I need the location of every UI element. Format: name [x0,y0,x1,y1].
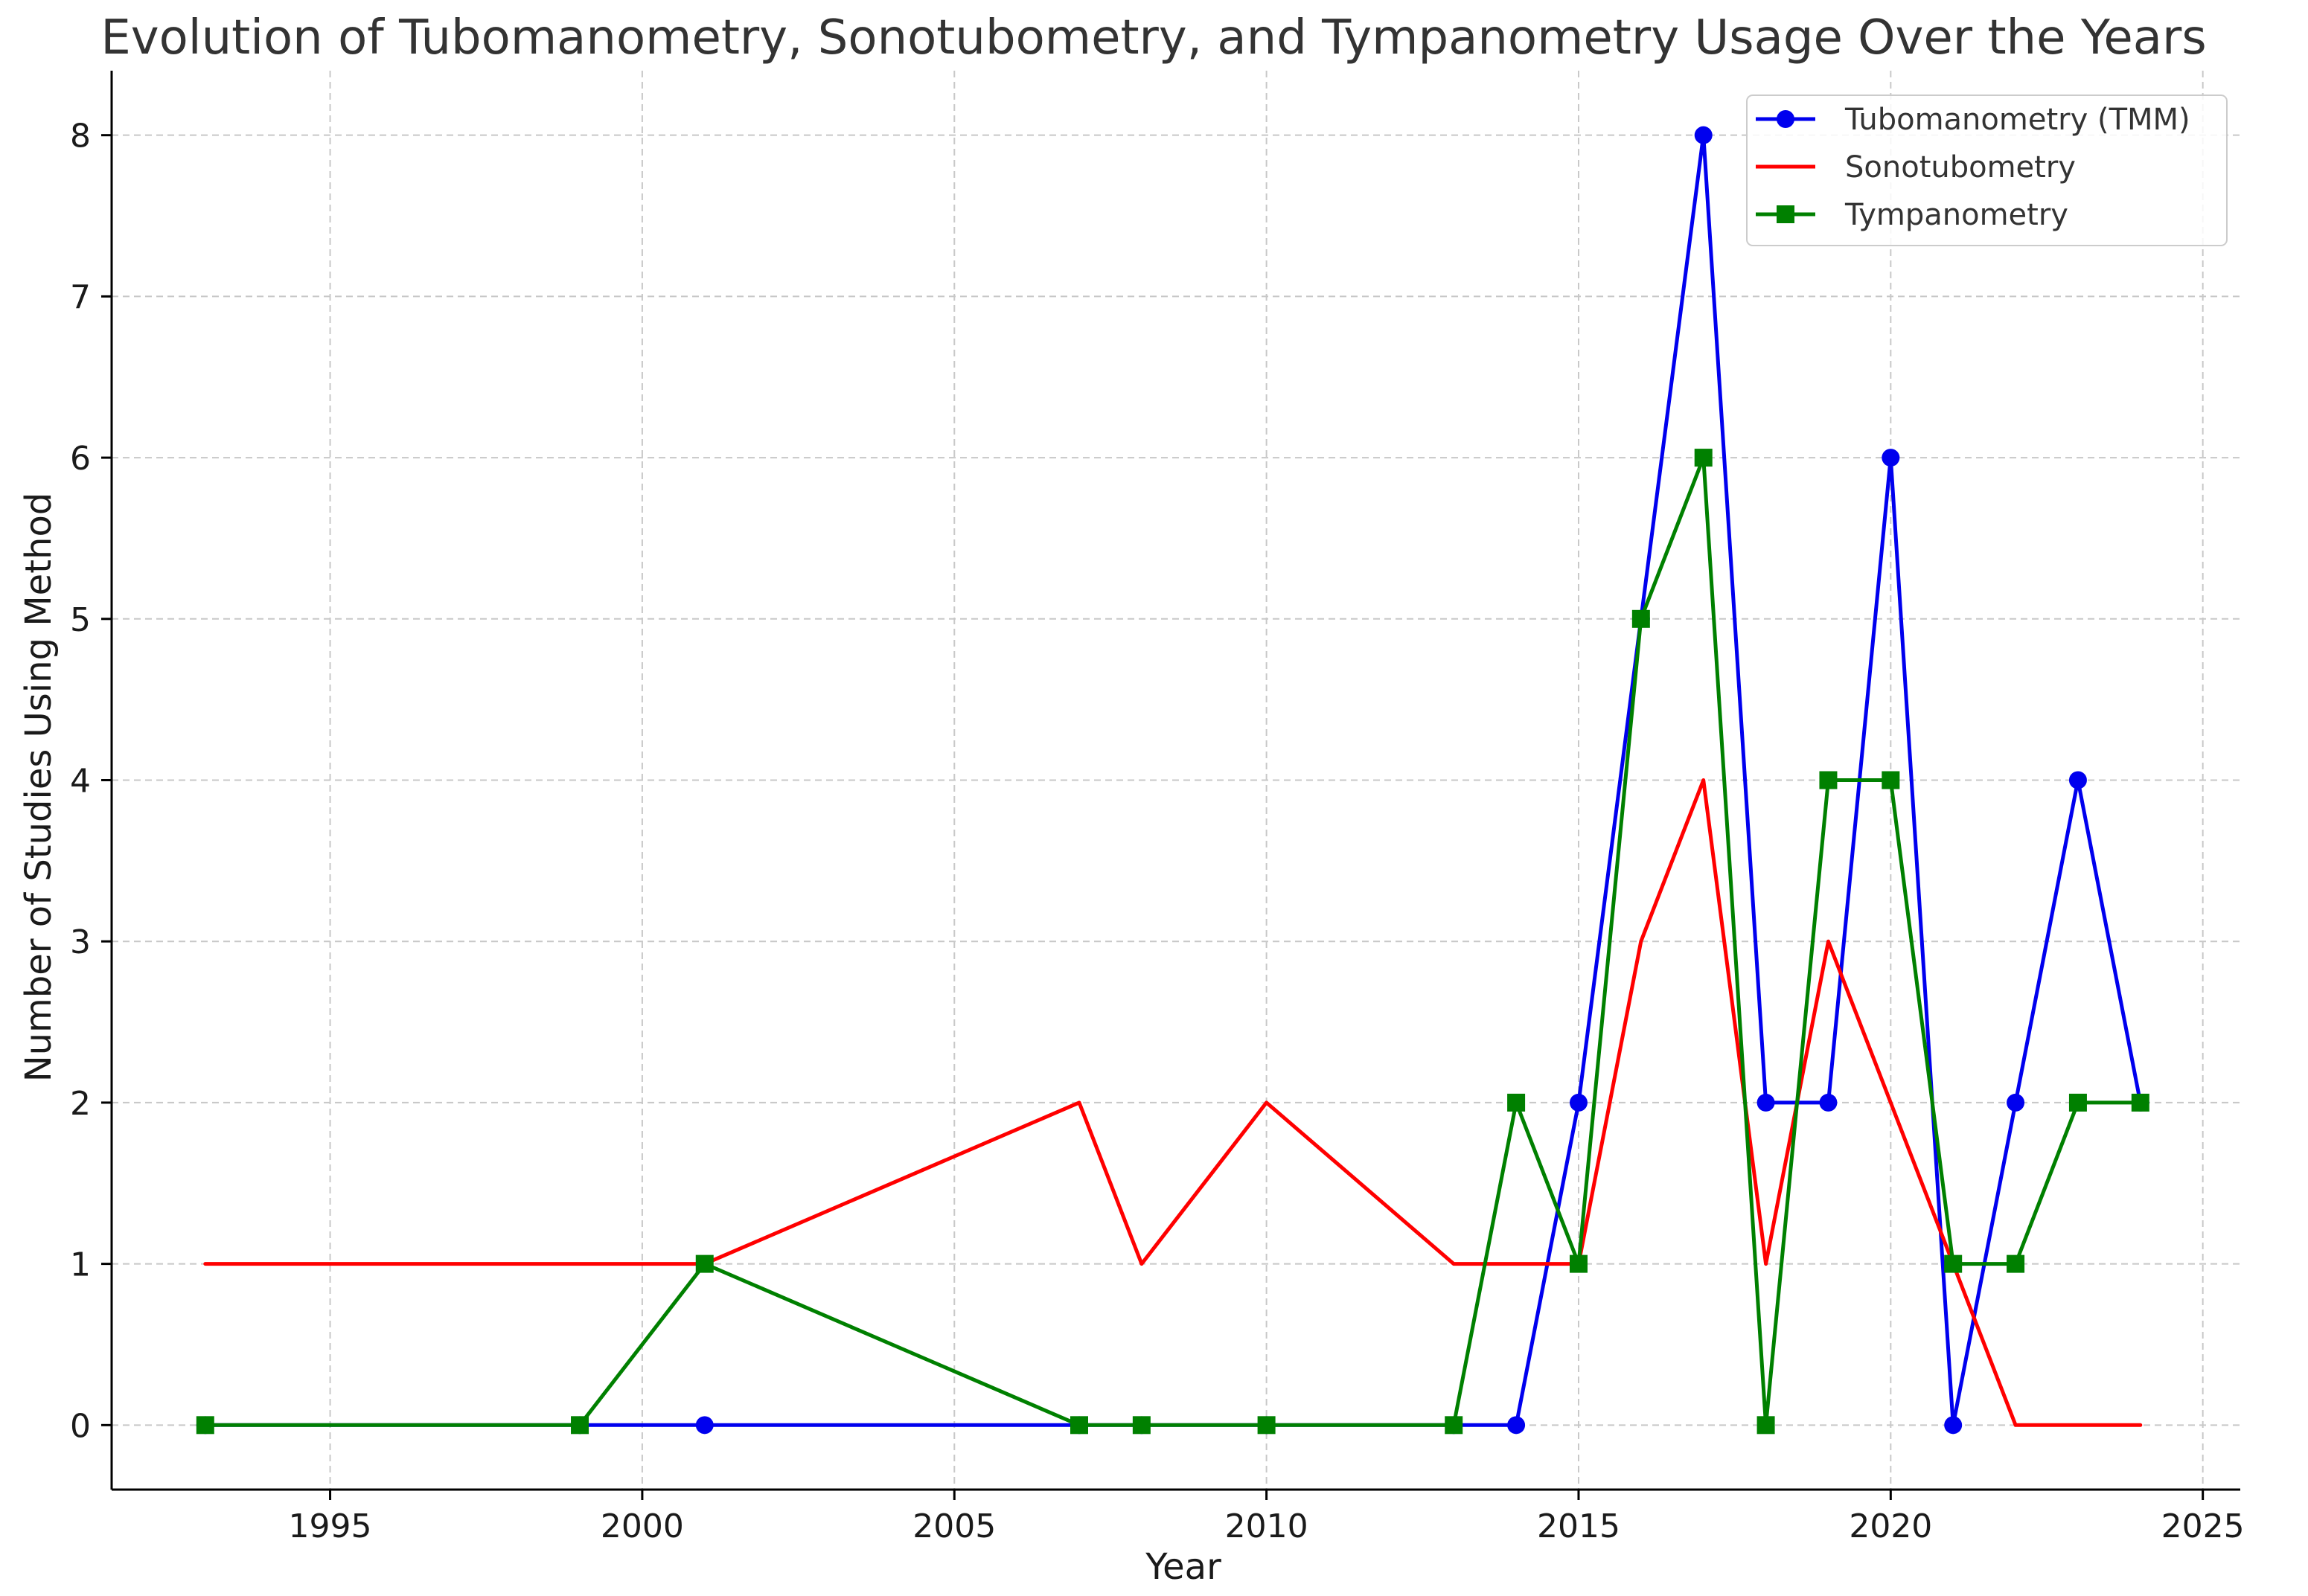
data-point-tympanometry [1070,1416,1088,1435]
data-point-tubomanometry-tmm [1694,126,1713,144]
axes: 1995 2000 2005 2010 2015 2020 2025 0 1 2 3 4 5 6 7 8 [70,71,2245,1545]
data-point-tubomanometry-tmm [2068,771,2087,789]
legend: Tubomanometry (TMM) Sonotubometry Tympanom… [1746,94,2228,246]
data-point-tympanometry [2068,1093,2087,1112]
x-tick-label: 1995 [289,1507,372,1545]
x-tick-label: 2015 [1537,1507,1620,1545]
x-tick-label: 2025 [2161,1507,2245,1545]
data-point-tympanometry [196,1416,214,1435]
data-point-tympanometry [1756,1416,1775,1435]
data-point-tympanometry [1257,1416,1276,1435]
y-tick-label: 8 [70,118,91,156]
legend-item-sonotubometry: Sonotubometry [1756,150,2076,185]
data-point-tubomanometry-tmm [1569,1093,1588,1112]
series-tympanometry [196,449,2149,1435]
x-tick-label: 2005 [912,1507,996,1545]
data-point-tympanometry [1944,1254,1963,1273]
data-point-tubomanometry-tmm [1756,1093,1775,1112]
data-point-tubomanometry-tmm [695,1416,714,1435]
y-tick-label: 2 [70,1085,91,1123]
legend-box [1746,94,2228,246]
data-point-tympanometry [1569,1254,1588,1273]
data-point-tympanometry [1507,1093,1526,1112]
y-tick-label: 4 [70,763,91,801]
y-axis-label: Number of Studies Using Method [18,493,60,1083]
legend-marker [1777,205,1794,223]
y-tick-label: 5 [70,601,91,639]
data-point-tympanometry [1631,609,1650,628]
data-point-tympanometry [1882,771,1900,789]
data-point-tympanometry [2131,1093,2149,1112]
data-point-tympanometry [1819,771,1838,789]
data-point-tympanometry [695,1254,714,1273]
y-tick-label: 0 [70,1407,91,1445]
data-point-tympanometry [1132,1416,1151,1435]
data-point-tubomanometry-tmm [1819,1093,1838,1112]
series-line-sonotubometry [203,778,2143,1427]
series-sonotubometry [203,778,2143,1427]
series-line-tubomanometry-tmm [203,133,2143,1427]
series-line-tympanometry [203,455,2143,1427]
y-tick-label: 1 [70,1246,91,1284]
data-point-tubomanometry-tmm [1882,449,1900,467]
data-point-tubomanometry-tmm [1507,1416,1526,1435]
x-axis-label: Year [1145,1546,1221,1588]
legend-marker [1777,110,1794,128]
data-point-tympanometry [1694,449,1713,467]
legend-item-tympanometry: Tympanometry [1756,198,2068,232]
series-layer [196,126,2149,1435]
chart-title: Evolution of Tubomanometry, Sonotubometr… [100,10,2206,65]
legend-label: Tubomanometry (TMM) [1844,103,2190,137]
data-point-tympanometry [1445,1416,1463,1435]
y-tick-label: 3 [70,923,91,961]
y-tick-label: 7 [70,278,91,316]
legend-label: Tympanometry [1844,198,2068,232]
legend-item-tubomanometry-tmm: Tubomanometry (TMM) [1756,103,2190,137]
legend-label: Sonotubometry [1845,150,2076,185]
data-point-tubomanometry-tmm [1944,1416,1963,1435]
data-point-tubomanometry-tmm [2007,1093,2025,1112]
data-point-tympanometry [2007,1254,2025,1273]
x-tick-label: 2010 [1225,1507,1308,1545]
x-tick-label: 2000 [601,1507,684,1545]
data-point-tympanometry [571,1416,589,1435]
x-tick-label: 2020 [1849,1507,1932,1545]
y-tick-label: 6 [70,440,91,478]
